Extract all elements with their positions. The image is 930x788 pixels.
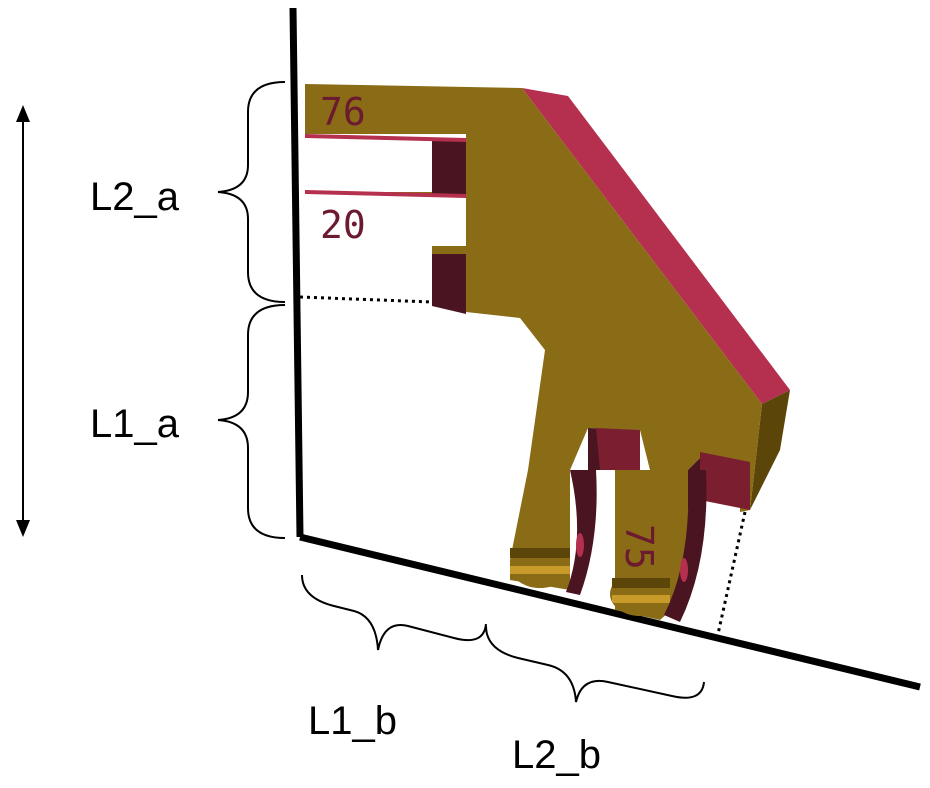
part-front-face bbox=[305, 84, 762, 620]
label-l2-b: L2_b bbox=[512, 733, 601, 777]
middle-finger-number: 20 bbox=[320, 203, 366, 247]
double-headed-arrow-icon bbox=[16, 105, 30, 537]
label-l1-b: L1_b bbox=[308, 699, 397, 743]
right-slot-top bbox=[700, 452, 750, 510]
upper-slot-wall bbox=[432, 138, 466, 196]
brace-l2-b bbox=[485, 625, 705, 703]
part-top-face bbox=[522, 88, 790, 404]
right-clevis-side bbox=[664, 470, 707, 622]
top-finger-number: 76 bbox=[320, 90, 366, 134]
label-l2-a: L2_a bbox=[90, 175, 180, 219]
right-pin-hole bbox=[680, 558, 688, 582]
right-finger-stripe-2 bbox=[612, 595, 670, 603]
horizontal-axis bbox=[299, 533, 921, 691]
brace-l2-a bbox=[217, 81, 286, 303]
upper-slot-back bbox=[305, 138, 432, 192]
upper-finger-edge bbox=[305, 134, 466, 142]
lower-finger-number: 75 bbox=[617, 524, 661, 570]
linkage-part: 76 20 75 bbox=[305, 84, 790, 622]
left-clevis-side bbox=[566, 470, 597, 595]
middle-finger-edge bbox=[305, 190, 466, 198]
left-pin-hole bbox=[576, 533, 584, 557]
left-finger-stripe bbox=[510, 548, 570, 558]
dotted-reference-top bbox=[299, 295, 433, 304]
brace-l1-a bbox=[217, 304, 286, 539]
left-finger-stripe-2 bbox=[510, 566, 570, 574]
right-finger-stripe bbox=[612, 578, 670, 588]
dotted-reference-right bbox=[716, 511, 747, 635]
brace-l1-b bbox=[301, 574, 487, 651]
lower-slot-back bbox=[305, 246, 432, 302]
lower-slot-wall bbox=[432, 254, 466, 314]
label-l1-a: L1_a bbox=[90, 402, 180, 446]
part-right-edge bbox=[750, 390, 790, 510]
bottom-slot-top-light bbox=[596, 428, 640, 470]
vertical-axis bbox=[289, 7, 304, 538]
